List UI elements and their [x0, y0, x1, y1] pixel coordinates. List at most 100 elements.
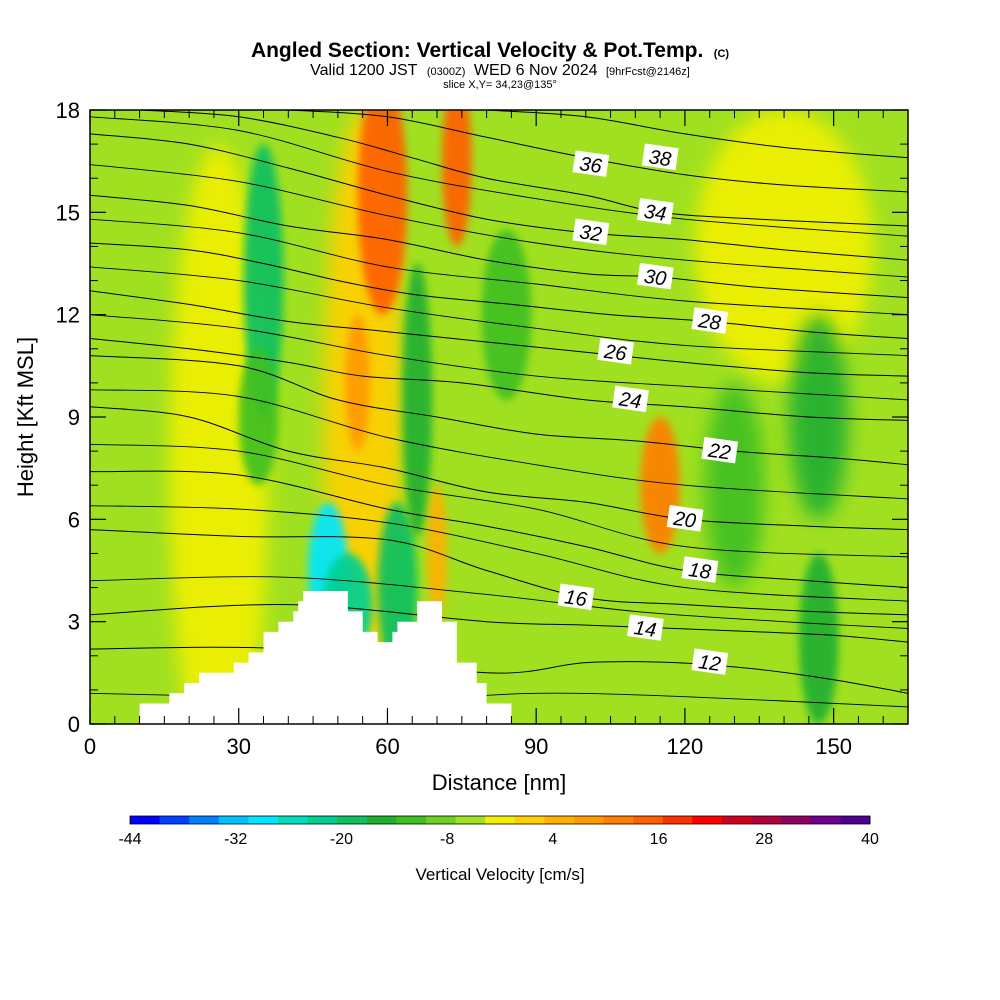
velocity-cell-11 [427, 485, 447, 622]
contour-label-bg [701, 436, 739, 464]
y-tick-label-9: 9 [68, 405, 80, 430]
colorbar-swatch-12 [485, 816, 516, 824]
colorbar-swatch-16 [603, 816, 634, 824]
contour-label-bg [572, 150, 610, 177]
contour-label-text: 38 [647, 146, 672, 171]
terrain-mask [139, 591, 512, 724]
vertical-velocity-shading [90, 110, 908, 724]
contour-label-12: 12 [691, 648, 729, 676]
velocity-cell-0 [169, 144, 269, 724]
velocity-cell-15 [704, 382, 765, 588]
colorbar-swatch-1 [159, 816, 190, 824]
theta-contour-16 [90, 529, 908, 616]
contour-label-bg [572, 218, 610, 246]
contour-label-text: 30 [643, 266, 668, 291]
colorbar-tick-label: 40 [861, 831, 879, 848]
contour-label-36: 36 [572, 150, 610, 178]
contour-label-bg [691, 307, 729, 334]
y-tick-label-0: 0 [68, 712, 80, 737]
colorbar-swatch-15 [574, 816, 605, 824]
chart-subtitle: Valid 1200 JST (0300Z) WED 6 Nov 2024 [9… [310, 62, 690, 79]
theta-contour-34 [139, 110, 908, 227]
colorbar-swatch-14 [544, 816, 575, 824]
contour-labels: 12 14 16 18 20 22 24 26 28 30 32 34 36 38 [557, 143, 739, 676]
plot-area: 12 14 16 18 20 22 24 26 28 30 32 34 36 38 [90, 110, 908, 724]
colorbar-swatch-0 [130, 816, 161, 824]
colorbar-swatch-24 [840, 816, 871, 824]
y-axis-label: Height [Kft MSL] [13, 337, 38, 497]
contour-label-32: 32 [572, 218, 610, 246]
colorbar-swatch-11 [455, 816, 486, 824]
theta-contour-28 [90, 242, 908, 339]
theta-contour-minor-4 [90, 389, 908, 500]
contour-label-30: 30 [636, 262, 674, 291]
theta-contour-minor-8 [90, 164, 908, 278]
velocity-cell-6 [441, 110, 472, 247]
x-tick-label-0: 0 [84, 734, 96, 759]
y-tick-label-3: 3 [68, 610, 80, 635]
theta-contour-24 [90, 338, 908, 421]
colorbar-swatch-3 [218, 816, 249, 824]
contour-label-34: 34 [636, 198, 674, 226]
theta-contour-22 [90, 355, 908, 466]
colorbar-swatch-5 [278, 816, 309, 824]
colorbar-swatch-21 [751, 816, 782, 824]
valid-time-label: Valid 1200 JST [310, 62, 418, 79]
contour-label-38: 38 [641, 143, 679, 171]
colorbar-swatch-19 [692, 816, 723, 824]
y-tick-label-12: 12 [56, 303, 80, 328]
chart-title-main: Angled Section: Vertical Velocity & Pot.… [251, 39, 703, 62]
theta-contour-minor-9 [90, 116, 908, 237]
velocity-cell-17 [798, 553, 839, 724]
y-tick-label-15: 15 [56, 200, 80, 225]
colorbar-tick-label: -44 [118, 831, 141, 848]
colorbar-swatch-4 [248, 816, 279, 824]
colorbar-swatch-22 [781, 816, 812, 824]
velocity-cell-4 [357, 110, 408, 315]
x-tick-label-150: 150 [815, 734, 852, 759]
contour-label-bg [691, 648, 729, 675]
colorbar-swatch-6 [307, 816, 338, 824]
contour-label-bg [636, 198, 674, 225]
contour-label-text: 14 [633, 617, 658, 642]
colorbar-tick-label: 28 [755, 831, 773, 848]
theta-contour-minor-6 [90, 266, 908, 357]
theta-contour-26 [90, 290, 908, 377]
contour-label-bg [641, 143, 679, 171]
contour-label-bg [681, 556, 719, 583]
contour-label-bg [636, 262, 674, 290]
contour-label-bg [612, 385, 649, 413]
chart-title: Angled Section: Vertical Velocity & Pot.… [251, 39, 729, 62]
contour-label-text: 20 [671, 508, 697, 533]
theta-contour-minor-5 [90, 314, 908, 401]
colorbar-swatch-23 [810, 816, 841, 824]
contour-label-text: 16 [563, 586, 589, 611]
x-tick-label-90: 90 [524, 734, 548, 759]
contour-label-text: 32 [578, 221, 603, 246]
theta-contour-minor-2 [90, 505, 908, 602]
velocity-cell-2 [238, 348, 279, 486]
colorbar-swatch-20 [722, 816, 753, 824]
contour-label-text: 18 [687, 559, 712, 584]
colorbar-tick-label: -32 [224, 831, 247, 848]
colorbar-title: Vertical Velocity [cm/s] [415, 865, 584, 884]
colorbar-swatch-10 [426, 816, 457, 824]
slice-info: slice X,Y= 34,23@135° [443, 79, 557, 91]
velocity-cell-16 [789, 314, 849, 520]
contour-label-28: 28 [691, 307, 729, 335]
y-tick-label-18: 18 [56, 98, 80, 123]
contour-label-bg [597, 337, 635, 365]
contour-label-text: 34 [643, 201, 668, 226]
colorbar-swatch-17 [633, 816, 664, 824]
x-tick-label-120: 120 [667, 734, 704, 759]
colorbar-frame [129, 815, 871, 825]
valid-date: WED 6 Nov 2024 [474, 62, 598, 79]
velocity-cell-12 [481, 229, 532, 400]
contour-label-18: 18 [681, 556, 719, 584]
contour-label-20: 20 [666, 505, 704, 533]
velocity-cell-13 [640, 417, 680, 554]
chart-title-block: Angled Section: Vertical Velocity & Pot.… [251, 39, 729, 91]
contour-label-bg [626, 614, 664, 641]
